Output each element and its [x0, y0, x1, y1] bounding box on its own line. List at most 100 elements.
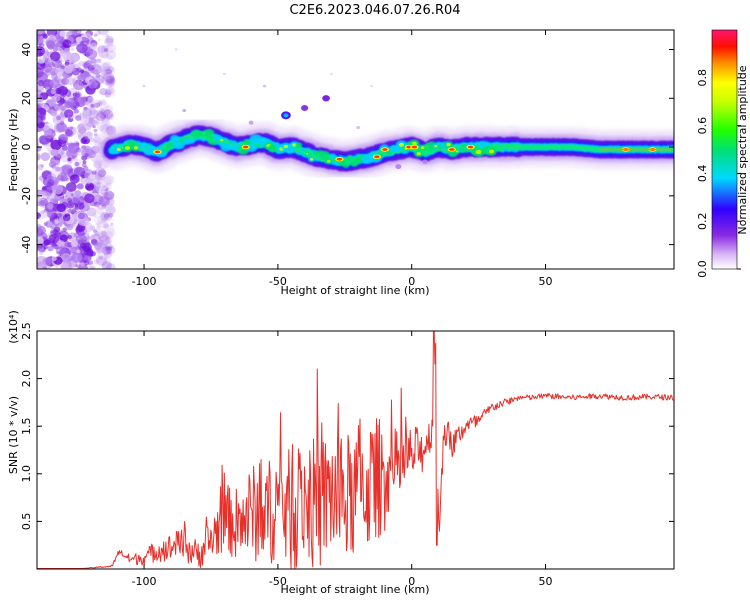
noise-blob	[73, 166, 86, 177]
noise-blob	[90, 69, 94, 74]
noise-blob	[102, 61, 112, 70]
noise-blob	[93, 128, 98, 133]
x-tick-label: -100	[132, 275, 157, 288]
noise-blob	[90, 238, 98, 245]
noise-blob	[56, 203, 66, 212]
noise-blob	[53, 226, 61, 233]
noise-blob	[99, 49, 109, 59]
noise-blob	[37, 31, 42, 35]
noise-blob	[63, 109, 74, 118]
noise-blob	[105, 89, 112, 96]
noise-blob	[71, 248, 76, 253]
snr-x-ticks: -100 -50 0 50	[132, 331, 553, 588]
noise-blob	[104, 231, 114, 240]
ridge-highlight	[326, 159, 331, 163]
noise-blob	[98, 232, 109, 242]
noise-blob	[103, 224, 115, 235]
spectrogram-frame	[36, 29, 675, 270]
spectrogram-ridge	[92, 114, 674, 183]
noise-blob	[37, 164, 44, 171]
noise-blob	[62, 227, 67, 232]
ridge-blob	[295, 142, 303, 148]
noise-blob	[105, 75, 115, 84]
noise-blob	[103, 190, 115, 201]
isolated-feature	[182, 108, 187, 112]
noise-blob	[86, 207, 97, 217]
ridge-highlight	[446, 143, 451, 147]
noise-blob	[42, 257, 53, 266]
noise-blob	[92, 109, 105, 120]
noise-blob	[106, 54, 113, 61]
noise-blob	[97, 70, 108, 80]
ridge-hotspot-core	[374, 155, 380, 159]
noise-blob	[106, 245, 116, 255]
noise-blob	[104, 68, 113, 76]
x-tick-label: 50	[539, 575, 553, 588]
noise-blob	[94, 75, 105, 85]
noise-blob	[86, 250, 94, 257]
noise-blob	[75, 45, 81, 51]
ridge-highlight	[398, 142, 405, 147]
noise-blob	[106, 66, 115, 73]
noise-blob	[105, 197, 115, 206]
ridge-hotspot-core	[154, 150, 161, 154]
noise-blob	[101, 231, 106, 235]
noise-blob	[37, 71, 48, 83]
noise-blob	[107, 43, 114, 49]
noise-blob	[100, 66, 108, 73]
noise-blob	[109, 244, 114, 249]
noise-blob	[52, 59, 63, 69]
colorbar-tick-label: 0.6	[696, 117, 709, 135]
noise-blob	[101, 185, 106, 189]
noise-blob	[106, 113, 115, 121]
ridge-highlight	[309, 158, 314, 161]
colorbar-ticks: 0.0 0.2 0.4 0.6 0.8	[696, 69, 741, 278]
noise-blob	[103, 48, 108, 52]
noise-blob	[98, 101, 103, 106]
noise-blob	[103, 223, 109, 229]
noise-blob	[98, 193, 106, 201]
noise-blob	[67, 209, 72, 213]
noise-blob	[103, 198, 110, 204]
ridge-highlight	[283, 145, 289, 149]
noise-blob	[105, 76, 116, 86]
noise-blob	[37, 142, 40, 147]
noise-blob	[90, 64, 102, 75]
noise-blob	[67, 157, 72, 162]
noise-blob	[81, 162, 87, 168]
noise-blob	[87, 64, 95, 72]
noise-blob	[44, 125, 50, 131]
ridge-highlight	[416, 152, 421, 156]
noise-blob	[89, 137, 95, 143]
noise-blob	[89, 102, 98, 110]
noise-blob	[100, 62, 110, 72]
noise-blob	[86, 235, 91, 240]
noise-blob	[54, 62, 62, 69]
noise-blob	[93, 216, 103, 225]
snr-y-scale-label: (x10⁴)	[7, 310, 20, 344]
x-tick-label: 0	[408, 275, 415, 288]
noise-blob	[82, 108, 93, 117]
noise-blob	[94, 99, 100, 105]
noise-blob	[101, 75, 113, 86]
noise-blob	[97, 45, 107, 54]
noise-blob	[104, 192, 109, 197]
noise-blob	[94, 133, 98, 137]
noise-blob	[100, 63, 111, 73]
noise-blob	[101, 204, 107, 209]
noise-blob	[49, 51, 61, 62]
noise-blob	[50, 71, 55, 75]
noise-blob	[69, 203, 73, 207]
noise-blob	[56, 148, 65, 156]
noise-blob	[40, 164, 45, 168]
noise-blob	[85, 186, 90, 190]
noise-blob	[96, 58, 102, 64]
noise-blob	[37, 212, 42, 220]
noise-blob	[96, 110, 105, 118]
noise-blob	[76, 125, 81, 131]
noise-blob	[91, 234, 96, 239]
noise-blob	[90, 58, 97, 64]
noise-blob	[40, 121, 46, 126]
noise-blob	[40, 116, 46, 121]
noise-blob	[105, 235, 114, 244]
